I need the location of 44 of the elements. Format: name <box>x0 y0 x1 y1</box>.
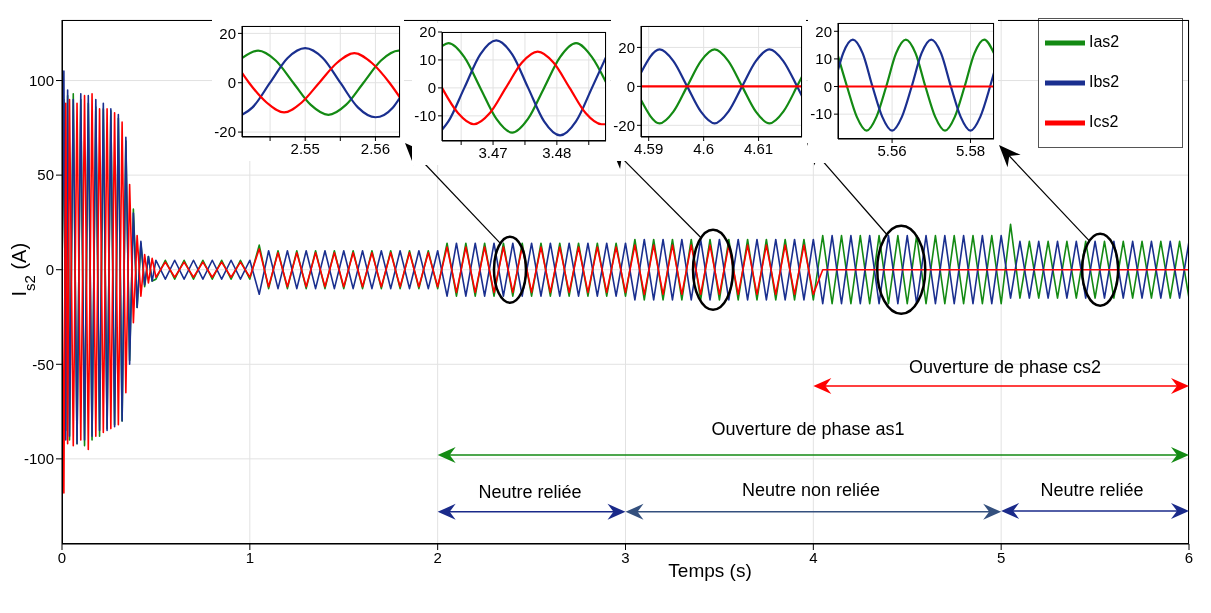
y-tick-label: 0 <box>45 261 54 279</box>
y-tick-label: -50 <box>32 355 54 373</box>
legend-label: Ics2 <box>1089 113 1119 131</box>
y-tick-label: 100 <box>28 71 54 89</box>
annotation: Neutre reliée <box>478 481 582 502</box>
x-tick-label: 4.61 <box>743 139 774 157</box>
y-tick-label: 0 <box>823 77 832 95</box>
y-tick-label: 10 <box>419 51 436 69</box>
x-tick-label: 5 <box>996 548 1006 566</box>
x-tick-label: 3 <box>621 548 630 566</box>
y-tick-label: -100 <box>23 450 54 468</box>
x-tick-label: 3.47 <box>478 143 508 161</box>
y-tick-label: -10 <box>414 107 436 125</box>
y-tick-label: 10 <box>815 50 832 68</box>
y-tick-label: 20 <box>815 22 832 40</box>
y-tick-label: 0 <box>227 74 236 92</box>
x-tick-label: 0 <box>57 548 67 566</box>
x-tick-label: 6 <box>1184 548 1194 566</box>
y-tick-label: 20 <box>219 24 236 42</box>
x-tick-label: 2.55 <box>290 139 320 157</box>
annotation: Neutre reliée <box>1040 479 1144 500</box>
x-tick-label: 2.56 <box>360 139 391 157</box>
x-tick-label: 5.58 <box>955 141 986 159</box>
y-tick-label: 20 <box>419 23 436 41</box>
x-tick-label: 4.6 <box>693 139 715 157</box>
x-tick-label: 2 <box>433 548 442 566</box>
y-tick-label: 50 <box>37 166 54 184</box>
legend-label: Ibs2 <box>1089 73 1120 91</box>
x-tick-label: 1 <box>245 548 255 566</box>
x-axis-title: Temps (s) <box>668 560 752 581</box>
y-tick-label: 0 <box>626 77 635 95</box>
x-tick-label: 4 <box>809 548 818 566</box>
annotation: Neutre non reliée <box>741 479 881 500</box>
annotation: Ouverture de phase cs2 <box>908 356 1102 377</box>
x-tick-label: 4.59 <box>634 139 664 157</box>
y-tick-label: -10 <box>810 105 832 123</box>
x-tick-label: 3.48 <box>542 143 572 161</box>
y-tick-label: -20 <box>214 123 236 141</box>
y-tick-label: 0 <box>427 79 436 97</box>
x-tick-label: 5.56 <box>877 141 907 159</box>
legend-label: Ias2 <box>1089 33 1120 51</box>
y-tick-label: -20 <box>613 116 635 134</box>
annotation: Ouverture de phase as1 <box>711 418 905 439</box>
y-tick-label: 20 <box>618 38 635 56</box>
